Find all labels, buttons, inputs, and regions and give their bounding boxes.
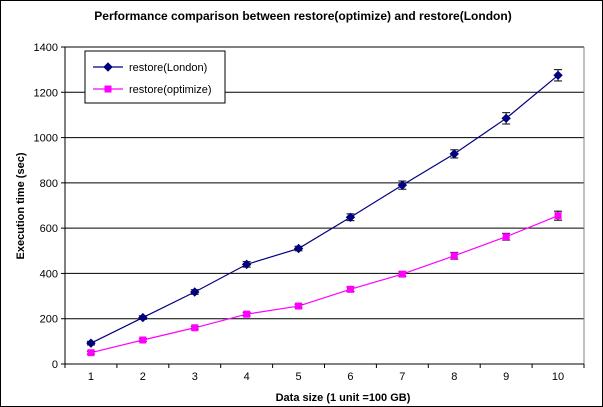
legend: restore(London) restore(optimize): [84, 50, 226, 104]
x-tick-label: 8: [451, 371, 457, 383]
data-point-square: [554, 212, 562, 220]
data-point-diamond: [138, 312, 148, 323]
y-tick-label: 600: [40, 223, 58, 235]
data-point-square: [139, 336, 147, 344]
series-layer: [86, 69, 563, 357]
x-tick-label: 1: [88, 371, 94, 383]
data-point-diamond: [449, 149, 459, 159]
y-tick-label: 800: [40, 178, 58, 190]
series-square: [86, 210, 563, 357]
legend-items: restore(London) restore(optimize): [93, 62, 212, 96]
y-tick-label: 1200: [34, 87, 58, 99]
x-tick-label: 10: [552, 371, 564, 383]
data-point-square: [450, 252, 458, 260]
data-point-square: [398, 270, 406, 278]
data-point-square: [295, 302, 303, 310]
data-point-diamond: [190, 287, 200, 297]
y-tick-label: 400: [40, 268, 58, 280]
data-point-square: [191, 324, 199, 332]
y-tick-label: 1000: [34, 133, 58, 145]
x-axis-label: Data size (1 unit =100 GB): [276, 392, 411, 404]
legend-label: restore(optimize): [129, 84, 212, 96]
series-line: [90, 74, 559, 344]
data-point-diamond: [241, 259, 252, 270]
data-point-diamond: [86, 338, 96, 348]
series-line: [90, 215, 559, 354]
data-point-diamond: [501, 113, 511, 124]
legend-label: restore(London): [129, 62, 207, 74]
data-point-diamond: [345, 212, 356, 222]
x-tick-label: 4: [244, 371, 250, 383]
data-point-square: [243, 310, 251, 318]
series-diamond: [86, 69, 563, 348]
x-tick-label: 9: [503, 371, 509, 383]
data-point-square: [502, 233, 510, 241]
data-point-diamond: [397, 180, 408, 190]
y-axis-label: Execution time (sec): [15, 152, 27, 259]
data-point-diamond: [553, 70, 563, 81]
axis-layer: 0 200 400 600 800 1000 1200 1400 1 2 3 4 5 6 7 8 9 10: [34, 42, 585, 383]
data-point-square: [346, 285, 354, 293]
x-tick-label: 5: [295, 371, 301, 383]
data-point-diamond: [293, 243, 304, 254]
legend-box: [84, 50, 226, 104]
x-tick-label: 3: [192, 371, 198, 383]
x-tick-label: 6: [347, 371, 353, 383]
y-tick-label: 0: [52, 359, 58, 371]
data-point-square: [87, 349, 95, 357]
legend-marker-square: [104, 85, 112, 93]
y-tick-label: 200: [40, 314, 58, 326]
x-tick-label: 7: [399, 371, 405, 383]
x-tick-label: 2: [140, 371, 146, 383]
y-tick-label: 1400: [34, 42, 58, 54]
legend-marker-diamond: [103, 62, 113, 72]
chart-title: Performance comparison between restore(o…: [94, 9, 511, 23]
